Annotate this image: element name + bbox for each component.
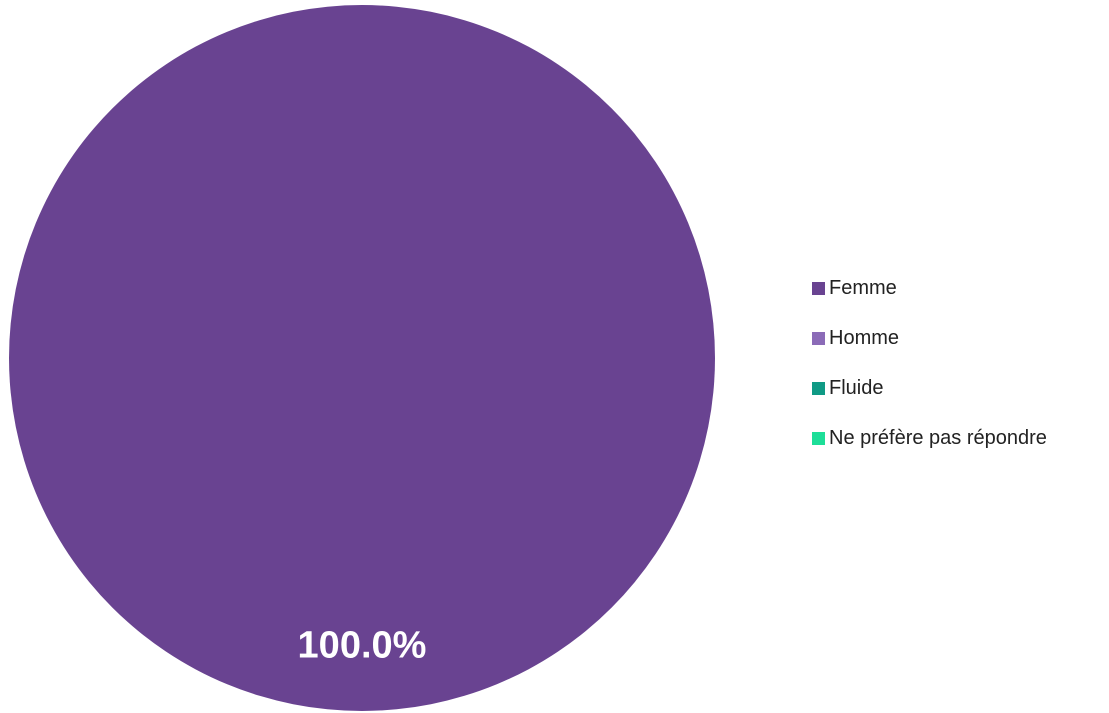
legend-label-homme: Homme: [829, 326, 900, 349]
legend-label-ne-prefere-pas-repondre: Ne préfère pas répondre: [829, 426, 1047, 449]
legend-item-ne-prefere-pas-repondre: Ne préfère pas répondre: [812, 426, 1047, 450]
legend-item-femme: Femme: [812, 276, 1047, 300]
slice-label-femme: 100.0%: [298, 624, 427, 666]
legend-swatch-ne-prefere-pas-repondre: [812, 431, 825, 445]
legend: Femme Homme Fluide Ne préfère pas répond…: [812, 276, 1047, 476]
legend-swatch-femme: [812, 281, 825, 295]
legend-swatch-fluide: [812, 381, 825, 395]
legend-swatch-homme: [812, 331, 825, 345]
legend-label-fluide: Fluide: [829, 376, 884, 399]
pie-slice-femme: [9, 5, 715, 711]
legend-item-fluide: Fluide: [812, 376, 1047, 400]
legend-label-femme: Femme: [829, 276, 897, 299]
legend-item-homme: Homme: [812, 326, 1047, 350]
